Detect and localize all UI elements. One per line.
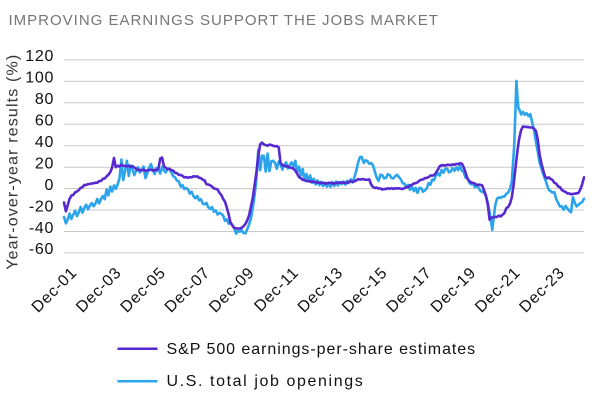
svg-text:IMPROVING EARNINGS SUPPORT THE: IMPROVING EARNINGS SUPPORT THE JOBS MARK…	[9, 12, 439, 29]
svg-text:-60: -60	[29, 241, 54, 258]
svg-text:100: 100	[25, 70, 54, 87]
svg-text:-40: -40	[29, 220, 54, 237]
svg-text:S&P 500 earnings-per-share est: S&P 500 earnings-per-share estimates	[167, 341, 477, 358]
svg-text:60: 60	[35, 113, 54, 130]
svg-text:20: 20	[35, 156, 54, 173]
svg-text:0: 0	[45, 177, 55, 194]
svg-text:120: 120	[25, 48, 54, 65]
svg-text:40: 40	[35, 134, 54, 151]
svg-text:-20: -20	[29, 198, 54, 215]
svg-text:80: 80	[35, 91, 54, 108]
svg-text:U.S. total job openings: U.S. total job openings	[167, 373, 365, 390]
svg-text:Year-over-year results (%): Year-over-year results (%)	[5, 54, 22, 270]
